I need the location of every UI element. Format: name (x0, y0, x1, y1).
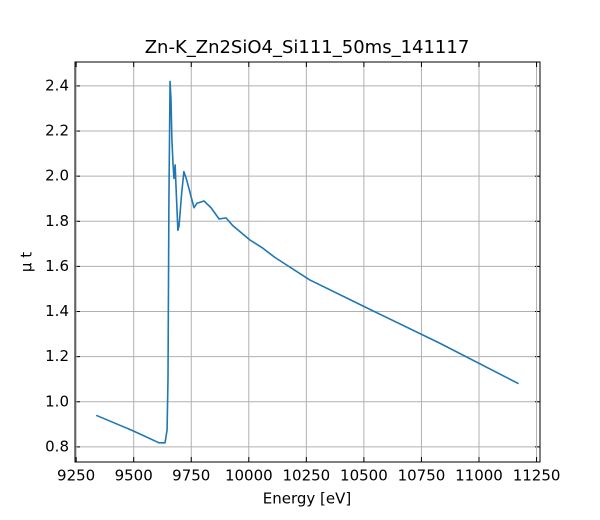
y-tick-label: 1.8 (45, 212, 69, 230)
x-tick-label: 10250 (282, 467, 330, 485)
y-tick-label: 1.6 (45, 257, 69, 275)
y-tick-label: 1.0 (45, 392, 69, 410)
x-tick-label: 11000 (455, 467, 503, 485)
x-axis-label: Energy [eV] (263, 490, 351, 508)
y-axis-label: μ t (18, 252, 36, 272)
x-tick-label: 10000 (225, 467, 273, 485)
y-tick-label: 1.2 (45, 347, 69, 365)
x-tick-label: 9750 (172, 467, 210, 485)
y-tick-label: 2.4 (45, 76, 69, 94)
y-tick-label: 0.8 (45, 437, 69, 455)
x-tick-label: 11250 (513, 467, 561, 485)
y-tick-label: 2.2 (45, 122, 69, 140)
x-tick-label: 10750 (398, 467, 446, 485)
y-tick-label: 2.0 (45, 167, 69, 185)
plot-frame (74, 61, 541, 463)
chart-title: Zn-K_Zn2SiO4_Si111_50ms_141117 (145, 37, 470, 58)
data-line (95, 80, 519, 444)
x-tick-label: 10500 (340, 467, 388, 485)
x-tick-label: 9250 (57, 467, 95, 485)
y-tick-label: 1.4 (45, 302, 69, 320)
x-tick-label: 9500 (115, 467, 153, 485)
